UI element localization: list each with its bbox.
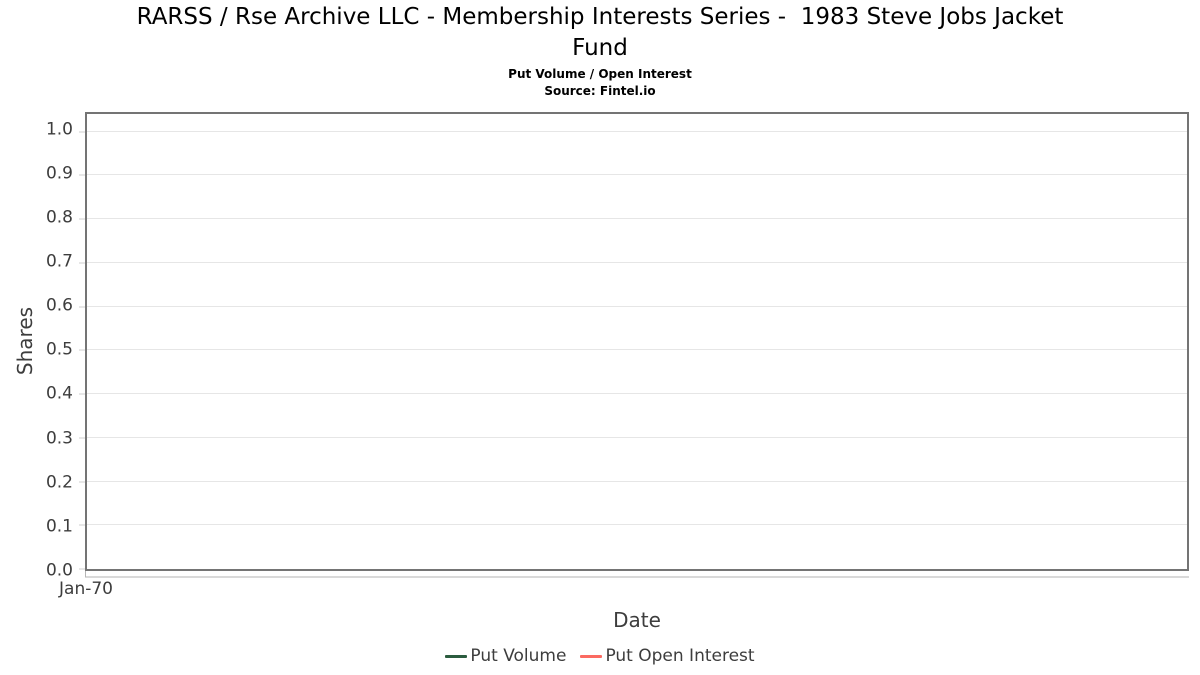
y-tick-label: 0.5: [45, 339, 73, 360]
put-volume-line-swatch: [445, 654, 468, 658]
y-axis-tick-mark: [79, 393, 85, 395]
y-tick-label: 0.2: [45, 472, 73, 493]
y-axis-tick-mark: [79, 174, 85, 176]
gridline: [87, 305, 1187, 307]
legend-item-put-open-interest[interactable]: Put Open Interest: [580, 646, 755, 666]
x-axis-title: Date: [613, 608, 661, 632]
legend-label-put-open-interest: Put Open Interest: [605, 646, 755, 666]
y-axis-tick-mark: [79, 568, 85, 570]
chart-title: RARSS / Rse Archive LLC - Membership Int…: [136, 4, 1064, 61]
y-axis-tick-mark: [79, 349, 85, 351]
gridline: [87, 436, 1187, 438]
gridline: [87, 174, 1187, 176]
y-axis-tick-mark: [79, 437, 85, 439]
legend-item-put-volume[interactable]: Put Volume: [445, 646, 566, 666]
gridline: [87, 349, 1187, 351]
y-tick-label: 0.3: [45, 428, 73, 449]
y-axis-tick-mark: [79, 306, 85, 307]
gridline: [87, 480, 1187, 482]
y-axis-tick-mark: [79, 481, 85, 482]
legend: Put Volume Put Open Interest: [0, 646, 1200, 666]
y-axis-tick-mark: [79, 218, 85, 220]
plot-area: [79, 112, 1189, 571]
y-tick-label: 0.6: [45, 295, 73, 316]
gridline: [87, 218, 1187, 219]
put-open-interest-line-swatch: [580, 654, 603, 658]
x-axis-line: [85, 576, 1189, 578]
gridline: [87, 524, 1187, 526]
y-tick-label: 0.9: [45, 163, 73, 184]
gridline: [87, 130, 1187, 132]
y-axis-tick-labels: 0.0 0.1 0.2 0.3 0.4 0.5 0.6 0.7 0.8 0.9 1.0: [0, 112, 85, 579]
y-tick-label: 0.8: [45, 207, 73, 228]
y-tick-label: 0.1: [45, 516, 73, 537]
y-tick-label: 1.0: [45, 119, 73, 140]
y-axis-tick-mark: [79, 524, 85, 526]
chart-subtitle: Put Volume / Open Interest: [508, 67, 692, 81]
y-tick-label: 0.7: [45, 251, 73, 272]
y-tick-label: 0.0: [45, 560, 73, 581]
x-axis-tick-label: Jan-70: [59, 579, 113, 599]
y-axis-tick-mark: [79, 262, 85, 264]
y-axis-tick-mark: [79, 131, 85, 132]
x-axis-tick-mark: [85, 571, 86, 577]
gridline: [87, 261, 1187, 263]
y-tick-label: 0.4: [45, 383, 73, 404]
chart-source: Source: Fintel.io: [544, 84, 656, 98]
gridline: [87, 393, 1187, 394]
legend-label-put-volume: Put Volume: [470, 646, 567, 666]
